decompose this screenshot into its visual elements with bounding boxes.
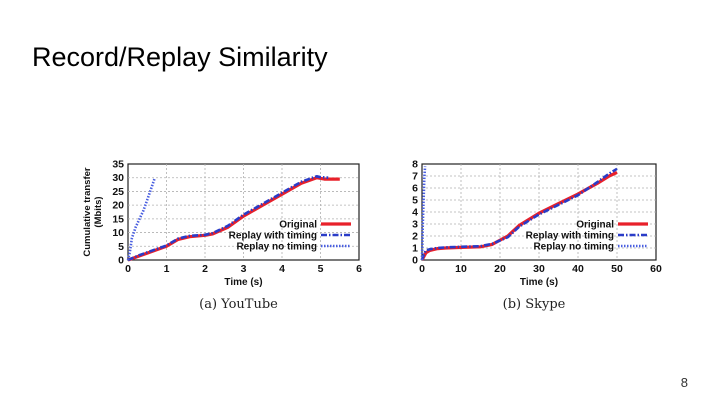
- x-axis-label: Time (s): [224, 277, 262, 288]
- legend-label: Replay with timing: [229, 231, 317, 242]
- x-tick-label: 2: [202, 263, 208, 275]
- y-tick-label: 4: [412, 207, 418, 219]
- y-tick-label: 25: [112, 186, 124, 198]
- y-tick-label: 0: [118, 255, 124, 267]
- x-tick-label: 3: [241, 263, 247, 275]
- chart-caption: (a) YouTube: [199, 297, 278, 312]
- y-tick-label: 5: [118, 241, 124, 253]
- x-tick-label: 5: [318, 263, 324, 275]
- x-tick-label: 6: [356, 263, 362, 275]
- legend-label: Original: [576, 220, 614, 231]
- x-tick-label: 20: [494, 263, 506, 275]
- x-tick-label: 50: [611, 263, 623, 275]
- page-number: 8: [680, 375, 688, 390]
- y-tick-label: 3: [412, 219, 418, 231]
- y-tick-label: 2: [412, 231, 418, 243]
- series-line-replay-with-timing: [420, 167, 618, 261]
- legend-label: Replay no timing: [236, 242, 317, 253]
- y-tick-label: 6: [412, 183, 418, 195]
- x-tick-label: 10: [455, 263, 467, 275]
- chart-caption: (b) Skype: [503, 297, 566, 312]
- y-tick-label: 15: [112, 213, 124, 225]
- y-tick-label: 1: [412, 243, 418, 255]
- y-tick-label: 30: [112, 172, 124, 184]
- x-tick-label: 30: [533, 263, 545, 275]
- slide-title: Record/Replay Similarity: [32, 42, 328, 72]
- y-tick-label: 0: [412, 255, 418, 267]
- y-tick-label: 5: [412, 195, 418, 207]
- y-tick-label: 35: [112, 159, 124, 171]
- y-axis-label: Cumulative transfer: [82, 167, 93, 257]
- y-axis-label: (Mbits): [93, 196, 104, 227]
- x-tick-label: 60: [650, 263, 662, 275]
- legend-label: Replay no timing: [533, 242, 614, 253]
- legend-label: Replay with timing: [526, 231, 614, 242]
- x-tick-label: 1: [164, 263, 170, 275]
- series-line-replay-no-timing: [420, 166, 427, 261]
- y-tick-label: 10: [112, 227, 124, 239]
- x-tick-label: 4: [279, 263, 285, 275]
- series-line-replay-no-timing: [126, 177, 157, 261]
- x-axis-label: Time (s): [520, 277, 558, 288]
- series-line-replay-with-timing: [127, 174, 329, 262]
- x-tick-label: 0: [125, 263, 131, 275]
- x-tick-label: 40: [572, 263, 584, 275]
- y-tick-label: 7: [412, 171, 418, 183]
- legend-label: Original: [279, 220, 317, 231]
- x-tick-label: 0: [419, 263, 425, 275]
- y-tick-label: 8: [412, 159, 418, 171]
- y-tick-label: 20: [112, 200, 124, 212]
